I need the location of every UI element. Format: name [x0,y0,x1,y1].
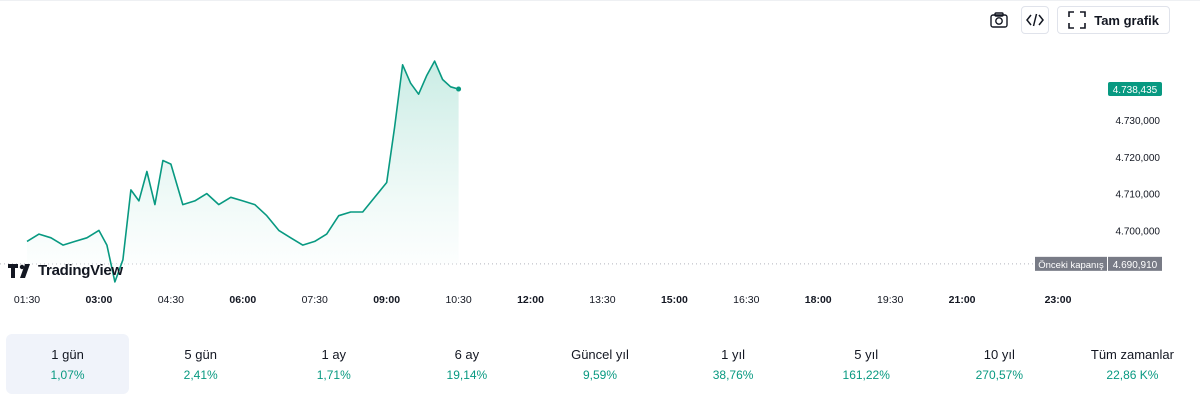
last-price-tag [1108,82,1162,97]
period-label: 6 ay [454,346,480,362]
x-tick-label: 23:00 [1045,294,1072,306]
fullscreen-icon [1068,11,1087,29]
x-tick-label: 18:00 [805,294,832,306]
tradingview-logo-icon [8,263,30,278]
price-area-fill [27,61,459,282]
period-tab[interactable]: 6 ay 19,14% [405,334,528,394]
x-tick-label: 19:30 [877,294,903,306]
price-chart[interactable]: 4.730,000 4.720,000 4.710,000 4.700,000 4.73… [0,0,1200,320]
previous-close-label: 4.690,910 [1113,260,1158,271]
period-label: 1 gün [51,346,84,362]
camera-icon[interactable] [985,6,1014,34]
period-tab[interactable]: 10 yıl 270,57% [938,334,1061,394]
x-tick-label: 10:30 [445,294,471,306]
period-label: Tüm zamanlar [1090,346,1174,362]
y-tick-label: 4.720,000 [1116,153,1161,164]
last-price-label: 4.738,435 [1113,85,1158,96]
period-change: 9,59% [582,367,617,382]
period-change: 2,41% [183,367,218,382]
period-change: 22,86 K% [1106,367,1159,382]
fullscreen-label: Tam grafik [1094,12,1159,28]
period-tab[interactable]: 1 ay 1,71% [272,334,395,394]
period-label: Güncel yıl [571,346,629,362]
x-tick-label: 12:00 [517,294,544,306]
tradingview-logo-text: TradingView [38,262,123,279]
period-label: 1 yıl [721,346,746,362]
period-tab[interactable]: 1 gün 1,07% [6,334,130,394]
x-tick-label: 06:00 [229,294,256,306]
period-change: 1,07% [50,367,85,382]
x-tick-label: 03:00 [86,294,113,306]
last-price-dot [456,86,462,92]
y-tick-label: 4.700,000 [1116,226,1161,237]
period-change: 38,76% [712,367,754,382]
y-tick-label: 4.710,000 [1116,190,1161,201]
period-tab[interactable]: Tüm zamanlar 22,86 K% [1071,334,1194,394]
price-line[interactable] [26,60,459,283]
period-selector: 1 gün 1,07% 5 gün 2,41% 1 ay 1,71% 6 ay 19,14% G… [6,334,1194,394]
period-label: 10 yıl [983,346,1015,362]
x-tick-label: 21:00 [949,294,976,306]
period-change: 270,57% [975,367,1023,382]
x-tick-label: 15:00 [661,294,688,306]
x-tick-label: 01:30 [14,294,40,306]
previous-close-caption-bg [1035,256,1107,271]
previous-close-caption: Önceki kapanış [1038,260,1104,271]
code-icon[interactable] [1021,6,1050,34]
period-tab[interactable]: Güncel yıl 9,59% [538,334,661,394]
period-tab[interactable]: 5 yıl 161,22% [805,334,928,394]
top-divider [0,0,1200,1]
period-label: 1 ay [321,346,347,362]
period-change: 161,22% [842,367,890,382]
x-tick-label: 09:00 [373,294,400,306]
fullscreen-button[interactable]: Tam grafik [1057,6,1170,34]
period-label: 5 yıl [854,346,879,362]
tradingview-logo: TradingView [8,262,123,279]
period-tab[interactable]: 5 gün 2,41% [139,334,262,394]
y-tick-label: 4.730,000 [1116,116,1161,127]
period-label: 5 gün [184,346,217,362]
x-tick-label: 13:30 [589,294,615,306]
period-tab[interactable]: 1 yıl 38,76% [672,334,795,394]
x-tick-label: 07:30 [302,294,328,306]
period-change: 19,14% [446,367,488,382]
chart-toolbar: Tam grafik [985,6,1170,34]
period-change: 1,71% [316,367,351,382]
previous-close-tag [1108,256,1162,271]
x-tick-label: 04:30 [158,294,184,306]
x-tick-label: 16:30 [733,294,759,306]
